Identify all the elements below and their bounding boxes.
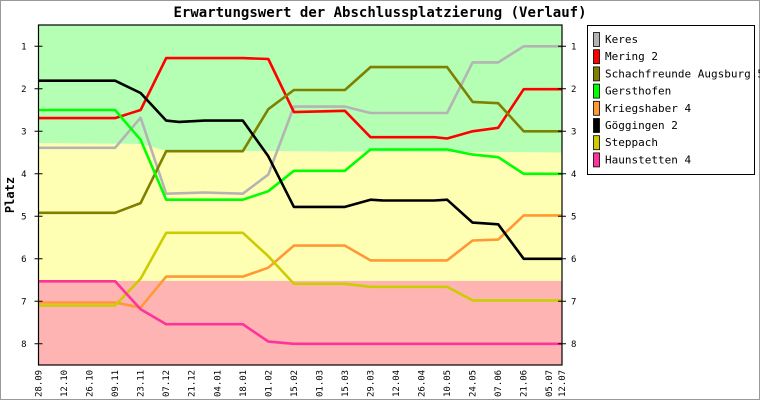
y-tick-label-left: 8 bbox=[21, 340, 26, 350]
x-tick-label: 29.03 bbox=[366, 370, 376, 397]
x-tick-label: 12.04 bbox=[392, 370, 402, 397]
legend-swatch bbox=[593, 118, 600, 133]
legend-label: Göggingen 2 bbox=[605, 119, 678, 132]
y-tick-label-right: 6 bbox=[571, 255, 576, 265]
plot-frame bbox=[37, 24, 563, 366]
series-line-6 bbox=[38, 231, 562, 307]
zone-middle bbox=[38, 143, 562, 281]
y-tick-label-left: 3 bbox=[21, 127, 26, 137]
legend-label: Keres bbox=[605, 33, 638, 46]
legend-label: Mering 2 bbox=[605, 50, 658, 63]
series-line-5 bbox=[38, 79, 562, 261]
legend-box bbox=[587, 25, 755, 175]
x-tick-label: 21.06 bbox=[520, 370, 530, 397]
x-tick-label: 01.03 bbox=[315, 370, 325, 397]
y-tick-label-right: 4 bbox=[571, 170, 576, 180]
y-tick-label-left: 5 bbox=[21, 212, 26, 222]
legend-label: Steppach bbox=[605, 136, 658, 149]
zone-relegation bbox=[38, 280, 562, 365]
legend-label: Gersthofen bbox=[605, 85, 671, 98]
legend-swatch bbox=[593, 49, 600, 65]
legend-swatch bbox=[593, 83, 600, 99]
legend-swatch bbox=[593, 100, 600, 116]
x-tick-label: 24.05 bbox=[469, 370, 479, 397]
x-tick-label: 21.12 bbox=[188, 370, 198, 397]
x-tick-label: 04.01 bbox=[213, 370, 223, 397]
legend-swatch bbox=[593, 152, 600, 168]
x-tick-label: 01.02 bbox=[264, 370, 274, 397]
x-tick-label: 15.03 bbox=[341, 370, 351, 397]
y-tick-label-right: 1 bbox=[571, 42, 576, 52]
x-tick-label: 15.02 bbox=[290, 370, 300, 397]
legend-label: Haunstetten 4 bbox=[605, 153, 691, 166]
x-tick-label: 18.01 bbox=[239, 370, 249, 397]
x-tick-label: 26.10 bbox=[86, 370, 96, 397]
x-tick-label: 26.04 bbox=[418, 370, 428, 397]
legend-label: Kriegshaber 4 bbox=[605, 102, 691, 115]
legend: Keres Mering 2 Schachfreunde Augsburg 5 Ger… bbox=[587, 25, 760, 175]
axes: 1 1 2 2 3 3 4 4 5 5 6 6 7 7 8 8 28.09 12.10 26.10 09.11 23.1… bbox=[21, 24, 576, 397]
x-tick-label: 10.05 bbox=[443, 370, 453, 397]
x-tick-label: 07.12 bbox=[162, 370, 172, 397]
series-line-0 bbox=[38, 44, 562, 195]
y-tick-label-right: 7 bbox=[571, 297, 576, 307]
x-tick-label: 12.10 bbox=[60, 370, 70, 397]
legend-swatch bbox=[593, 66, 600, 82]
y-tick-label-left: 1 bbox=[21, 42, 26, 52]
zones bbox=[38, 25, 562, 365]
x-tick-label: 05.07 bbox=[545, 370, 555, 397]
x-tick-label: 28.09 bbox=[35, 370, 45, 397]
x-tick-label: 12.07 bbox=[558, 370, 568, 397]
series-line-7 bbox=[38, 279, 562, 346]
y-tick-label-left: 7 bbox=[21, 297, 26, 307]
legend-swatch bbox=[593, 135, 600, 151]
x-tick-label: 07.06 bbox=[494, 370, 504, 397]
y-tick-label-left: 2 bbox=[21, 85, 26, 95]
x-tick-label: 09.11 bbox=[111, 370, 121, 397]
series-line-4 bbox=[38, 214, 562, 309]
legend-swatch bbox=[593, 32, 600, 47]
series-lines bbox=[38, 44, 562, 346]
series-line-1 bbox=[38, 56, 562, 140]
chart-title: Erwartungswert der Abschlussplatzierung … bbox=[173, 5, 586, 21]
y-tick-label-right: 3 bbox=[571, 127, 576, 137]
series-line-2 bbox=[38, 65, 562, 215]
series-line-3 bbox=[38, 108, 562, 201]
y-tick-label-left: 4 bbox=[21, 170, 26, 180]
y-tick-label-right: 5 bbox=[571, 212, 576, 222]
y-tick-label-right: 8 bbox=[571, 340, 576, 350]
y-tick-label-right: 2 bbox=[571, 85, 576, 95]
y-tick-label-left: 6 bbox=[21, 255, 26, 265]
y-axis-label: Platz bbox=[3, 177, 17, 213]
legend-label: Schachfreunde Augsburg 5 bbox=[605, 67, 760, 80]
x-tick-label: 23.11 bbox=[137, 370, 147, 397]
